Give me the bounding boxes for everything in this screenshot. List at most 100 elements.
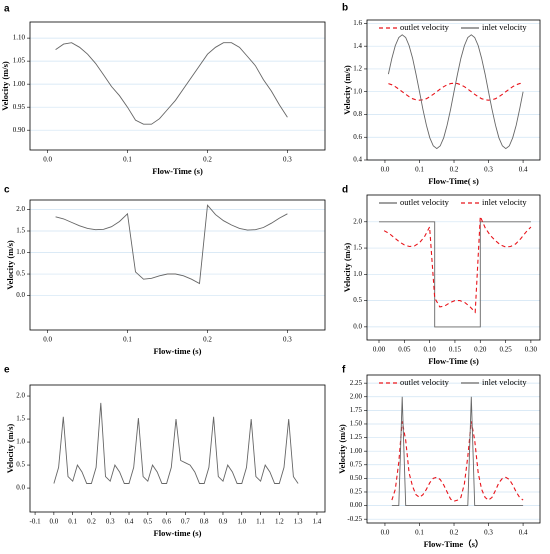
- panel: c 0.0 0.5 1.0 1.5 2.0 0.0 0.1 0.2 0.3 Flow-time (s…: [4, 185, 326, 356]
- x-tick-label: 0.3: [484, 529, 493, 537]
- x-tick-label: 1.0: [237, 518, 246, 526]
- y-tick-label: 1.75: [350, 406, 363, 414]
- y-tick-label: 1.05: [13, 57, 26, 65]
- x-tick-label: 0.1: [123, 156, 132, 164]
- x-tick-label: 0.00: [373, 346, 386, 354]
- x-tick-label: 0.3: [484, 166, 493, 174]
- y-tick-label: 2.0: [353, 217, 362, 225]
- x-axis-label: Flow-time (s): [154, 346, 202, 356]
- panel: b 0.4 0.6 0.8 1.0 1.2 1.4 1.6 0.0 0.1 0.2 0.3 0.4 Flo…: [342, 3, 541, 186]
- x-tick-label: 0.4: [519, 166, 528, 174]
- legend-label: inlet velocity: [482, 197, 527, 207]
- y-tick-label: 1.00: [13, 80, 26, 88]
- y-tick-label: 1.2: [353, 65, 362, 73]
- x-tick-label: 0.4: [125, 518, 134, 526]
- x-tick-label: 0.7: [181, 518, 190, 526]
- data-line: [388, 82, 524, 101]
- legend-label: outlet velocity: [400, 197, 450, 207]
- y-tick-label: 1.0: [16, 438, 25, 446]
- y-tick-label: 0.8: [353, 110, 362, 118]
- y-tick-label: 0.95: [13, 103, 26, 111]
- x-tick-label: 0.2: [450, 529, 459, 537]
- plot-frame: [366, 194, 541, 341]
- x-tick-label: 0.1: [415, 166, 424, 174]
- x-tick-label: 0.4: [519, 529, 528, 537]
- x-tick-label: 0.05: [398, 346, 411, 354]
- x-tick-label: 0.0: [381, 529, 390, 537]
- x-axis-label: Flow-Time (s): [152, 166, 203, 176]
- panel-label: a: [4, 4, 10, 15]
- x-tick-label: 1.1: [256, 518, 265, 526]
- y-tick-label: 0.0: [16, 484, 25, 492]
- y-tick-label: 2.00: [350, 392, 363, 400]
- y-tick-label: -0.25: [347, 515, 362, 523]
- panel-label: c: [4, 185, 10, 196]
- x-tick-label: 0.0: [381, 166, 390, 174]
- x-tick-label: 0.6: [162, 518, 171, 526]
- y-tick-label: 1.6: [353, 19, 362, 27]
- y-tick-label: 1.10: [13, 34, 26, 42]
- y-tick-label: 1.5: [16, 415, 25, 423]
- data-line: [383, 216, 532, 314]
- y-tick-label: 2.25: [350, 379, 363, 387]
- panel-label: f: [342, 365, 346, 376]
- x-tick-label: 0.10: [424, 346, 437, 354]
- legend-label: outlet velocity: [400, 377, 450, 387]
- x-tick-label: 0.2: [87, 518, 96, 526]
- x-tick-label: 0.3: [283, 336, 292, 344]
- y-axis-label: Velocity (m/s): [342, 243, 352, 293]
- panel: d 0.0 0.5 1.0 1.5 2.0 0.00 0.05 0.10 0.15 0.20 0.25…: [342, 185, 541, 366]
- y-tick-label: 0.00: [350, 501, 363, 509]
- legend-label: outlet velocity: [400, 22, 450, 32]
- y-tick-label: 1.4: [353, 42, 362, 50]
- x-tick-label: 1.2: [275, 518, 284, 526]
- y-tick-label: 2.0: [16, 392, 25, 400]
- y-axis-label: Velocity (m/s): [0, 61, 10, 111]
- x-tick-label: 0.15: [449, 346, 462, 354]
- x-tick-label: 0.1: [68, 518, 77, 526]
- data-line: [55, 42, 288, 125]
- y-tick-label: 2.0: [16, 205, 25, 213]
- y-tick-label: 1.0: [16, 248, 25, 256]
- x-tick-label: 0.9: [219, 518, 228, 526]
- x-tick-label: 0.0: [43, 156, 52, 164]
- x-tick-label: 1.4: [313, 518, 322, 526]
- panel: a 0.90 0.95 1.00 1.05 1.10 0.0 0.1 0.2 0.3 Flow-Ti…: [0, 4, 326, 176]
- x-tick-label: 0.3: [106, 518, 115, 526]
- x-tick-label: -0.1: [30, 518, 42, 526]
- legend-label: inlet velocity: [482, 22, 527, 32]
- panel: e 0.0 0.5 1.0 1.5 2.0 -0.1 0.0 0.1 0.2 0.3 0.4 0.5 0.…: [4, 365, 326, 538]
- y-tick-label: 1.50: [350, 420, 363, 428]
- x-tick-label: 0.8: [200, 518, 209, 526]
- y-tick-label: 0.75: [350, 460, 363, 468]
- panel-label: e: [4, 365, 10, 376]
- x-axis-label: Flow-Time (s): [428, 356, 479, 366]
- y-axis-label: Velocity (m/s): [5, 424, 15, 474]
- x-axis-label: Flow-Time( s): [428, 176, 479, 186]
- plot-frame: [29, 199, 326, 331]
- plot-frame: [366, 19, 541, 161]
- data-line: [387, 34, 524, 150]
- data-line: [391, 421, 524, 502]
- x-tick-label: 0.20: [474, 346, 487, 354]
- plot-frame: [366, 374, 541, 524]
- x-tick-label: 0.0: [49, 518, 58, 526]
- y-axis-label: Velocity (m/s): [5, 240, 15, 290]
- data-line: [55, 204, 288, 285]
- x-tick-label: 0.2: [203, 336, 212, 344]
- y-axis-label: Velocity (m/s): [342, 65, 352, 115]
- x-tick-label: 0.1: [123, 336, 132, 344]
- plot-frame: [29, 21, 326, 151]
- y-tick-label: 0.25: [350, 488, 363, 496]
- y-tick-label: 0.4: [353, 156, 362, 164]
- x-tick-label: 0.0: [43, 336, 52, 344]
- data-line: [379, 221, 531, 328]
- y-tick-label: 1.0: [353, 270, 362, 278]
- data-line: [391, 396, 524, 507]
- y-tick-label: 0.5: [353, 296, 362, 304]
- x-tick-label: 0.30: [525, 346, 538, 354]
- y-tick-label: 0.0: [353, 322, 362, 330]
- x-tick-label: 0.1: [415, 529, 424, 537]
